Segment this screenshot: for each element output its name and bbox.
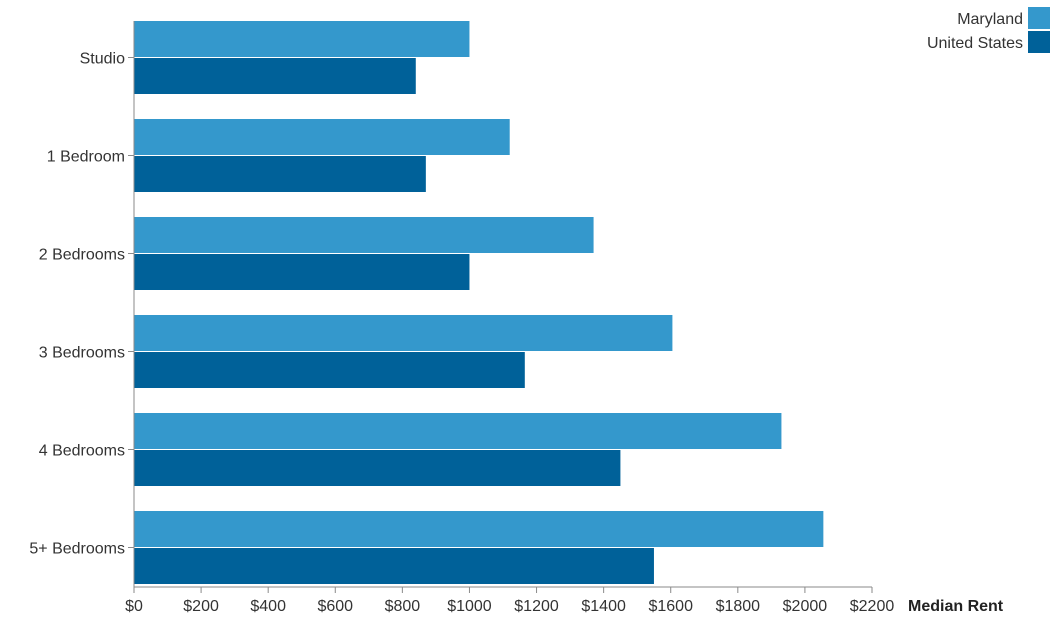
x-tick-label: $800 [385, 598, 421, 615]
bar-united-states-2-bedrooms [134, 254, 470, 290]
x-tick-label: $1600 [648, 598, 693, 615]
bar-maryland-5-bedrooms [134, 511, 824, 547]
x-tick-label: $2200 [850, 598, 895, 615]
bar-united-states-1-bedroom [134, 156, 426, 192]
legend-swatch-united-states [1028, 31, 1050, 53]
legend-swatch-maryland [1028, 7, 1050, 29]
bar-united-states-studio [134, 58, 416, 94]
x-axis-title: Median Rent [908, 598, 1004, 615]
x-tick-label: $2000 [783, 598, 828, 615]
bar-united-states-4-bedrooms [134, 450, 621, 486]
category-label: 2 Bedrooms [39, 247, 125, 264]
x-tick-label: $1800 [716, 598, 761, 615]
x-axis: $0 $200 $400 $600 $800 $1000 $1200 $1400 $1600 $1… [125, 586, 895, 615]
x-tick-label: $200 [183, 598, 219, 615]
x-tick-label: $600 [317, 598, 353, 615]
x-tick-label: $0 [125, 598, 143, 615]
bar-maryland-studio [134, 21, 470, 57]
x-tick-label: $1000 [447, 598, 492, 615]
category-label: 4 Bedrooms [39, 443, 125, 460]
bar-maryland-2-bedrooms [134, 217, 594, 253]
legend: Maryland United States [927, 7, 1050, 53]
bar-maryland-3-bedrooms [134, 315, 673, 351]
x-tick-label: $1200 [514, 598, 559, 615]
category-label: 5+ Bedrooms [29, 541, 125, 558]
bars-layer [134, 21, 824, 584]
x-tick-label: $1400 [581, 598, 626, 615]
bar-maryland-4-bedrooms [134, 413, 782, 449]
bar-united-states-3-bedrooms [134, 352, 525, 388]
category-label: 1 Bedroom [47, 149, 125, 166]
bar-united-states-5-bedrooms [134, 548, 654, 584]
category-label: 3 Bedrooms [39, 345, 125, 362]
y-axis: Studio 1 Bedroom 2 Bedrooms 3 Bedrooms 4 Bed… [29, 21, 135, 587]
bar-maryland-1-bedroom [134, 119, 510, 155]
legend-label-maryland: Maryland [957, 11, 1023, 28]
legend-label-united-states: United States [927, 35, 1023, 52]
x-tick-label: $400 [250, 598, 286, 615]
category-label: Studio [80, 51, 125, 68]
